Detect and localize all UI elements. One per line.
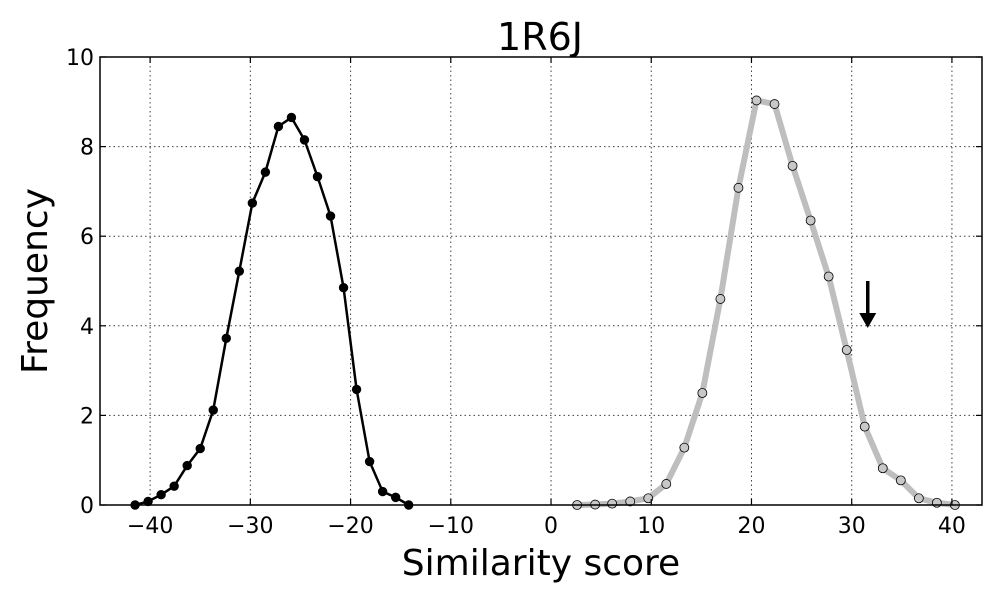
data-point (195, 443, 205, 454)
x-tick-label: 0 (544, 514, 558, 539)
data-point (325, 211, 336, 221)
data-point (823, 271, 834, 282)
x-tick-label: −40 (127, 514, 173, 539)
data-point (841, 345, 852, 355)
data-point (234, 266, 245, 276)
data-point (931, 497, 942, 508)
data-point (895, 475, 906, 486)
data-point (247, 198, 258, 208)
series-1 (130, 112, 414, 510)
data-point (715, 294, 726, 304)
data-point (643, 493, 654, 504)
annotation-layer (859, 281, 877, 329)
grid (100, 56, 982, 506)
data-point (805, 215, 816, 226)
y-tick-label: 0 (80, 494, 94, 519)
chart-title: 1R6J (497, 15, 583, 59)
data-point (877, 463, 888, 474)
data-point (751, 95, 762, 106)
data-point (697, 388, 708, 398)
x-tick-label: 20 (737, 514, 765, 539)
x-tick-label: 10 (637, 514, 665, 539)
x-tick-label: −30 (227, 514, 273, 539)
data-point (787, 160, 798, 171)
plot-frame (99, 56, 983, 506)
y-tick-label: 10 (66, 46, 94, 71)
data-point (769, 99, 780, 109)
data-point (679, 442, 690, 453)
x-axis-title: Similarity score (402, 543, 680, 584)
y-tick-label: 6 (80, 225, 94, 250)
data-point (859, 421, 870, 432)
y-tick-label: 4 (80, 315, 94, 340)
y-axis-title: Frequency (15, 188, 56, 374)
data-point (733, 182, 744, 193)
x-tick-label: 40 (938, 514, 966, 539)
data-point (377, 486, 388, 497)
data-point (661, 479, 672, 489)
data-point (208, 405, 218, 415)
data-point (260, 167, 271, 177)
y-tick-label: 2 (80, 404, 94, 429)
data-point (607, 498, 618, 509)
series-line (133, 116, 410, 507)
data-point (286, 112, 297, 123)
x-tick-label: −20 (327, 514, 373, 539)
ticks: −40 −30 −20 −10 0 10 20 30 40 0 2 4 6 8 10 (66, 46, 982, 539)
data-point (221, 333, 231, 344)
data-point (182, 460, 192, 471)
x-tick-label: −10 (428, 514, 474, 539)
data-point (364, 456, 375, 467)
y-tick-label: 8 (80, 136, 94, 161)
data-point (390, 492, 401, 503)
data-point (156, 489, 166, 500)
x-tick-label: 30 (838, 514, 866, 539)
data-point (338, 283, 349, 293)
data-point (913, 493, 924, 504)
data-point (625, 496, 636, 507)
data-point (351, 384, 362, 395)
data-point (273, 121, 284, 132)
data-point (312, 171, 323, 182)
arrow-head (859, 313, 877, 329)
series-layer (130, 95, 960, 510)
data-point (169, 481, 179, 491)
series-2 (572, 95, 960, 510)
data-point (299, 135, 310, 145)
series-line (574, 97, 958, 508)
